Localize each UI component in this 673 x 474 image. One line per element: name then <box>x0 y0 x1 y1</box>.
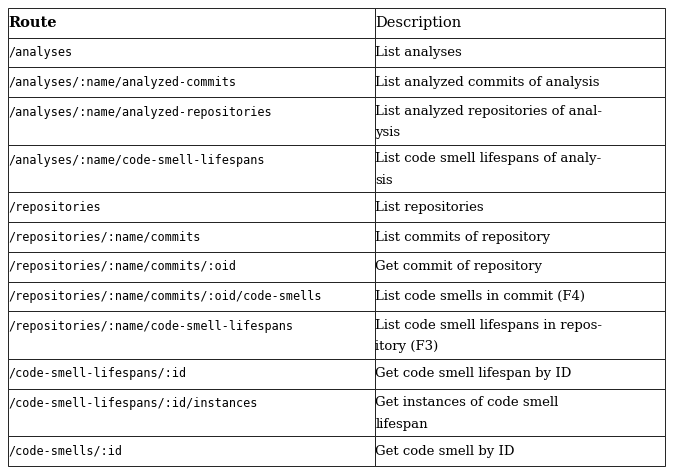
Bar <box>375 436 665 466</box>
Bar <box>375 38 665 67</box>
Bar <box>8 145 375 192</box>
Bar <box>375 97 665 145</box>
Text: List analyses: List analyses <box>376 46 462 59</box>
Text: List analyzed commits of analysis: List analyzed commits of analysis <box>376 76 600 89</box>
Bar <box>375 192 665 222</box>
Bar <box>8 359 375 389</box>
Bar <box>375 222 665 252</box>
Text: Get code smell lifespan by ID: Get code smell lifespan by ID <box>376 367 572 380</box>
Bar <box>8 97 375 145</box>
Bar <box>375 8 665 38</box>
Text: /code-smells/:id: /code-smells/:id <box>9 445 122 457</box>
Text: Get code smell by ID: Get code smell by ID <box>376 445 515 457</box>
Text: /analyses/:name/analyzed-commits: /analyses/:name/analyzed-commits <box>9 76 237 89</box>
Text: /repositories: /repositories <box>9 201 102 214</box>
Text: /repositories/:name/commits/:oid/code-smells: /repositories/:name/commits/:oid/code-sm… <box>9 290 322 303</box>
Bar <box>8 389 375 436</box>
Text: List analyzed repositories of anal-: List analyzed repositories of anal- <box>376 105 602 118</box>
Text: /repositories/:name/code-smell-lifespans: /repositories/:name/code-smell-lifespans <box>9 320 294 333</box>
Text: List commits of repository: List commits of repository <box>376 230 551 244</box>
Bar <box>375 311 665 359</box>
Text: /repositories/:name/commits/:oid: /repositories/:name/commits/:oid <box>9 260 237 273</box>
Text: Route: Route <box>9 16 57 30</box>
Text: List code smells in commit (F4): List code smells in commit (F4) <box>376 290 586 303</box>
Bar <box>8 192 375 222</box>
Bar <box>8 38 375 67</box>
Text: /analyses/:name/analyzed-repositories: /analyses/:name/analyzed-repositories <box>9 106 273 119</box>
Bar <box>375 359 665 389</box>
Text: Description: Description <box>376 16 462 30</box>
Text: /code-smell-lifespans/:id: /code-smell-lifespans/:id <box>9 367 187 380</box>
Bar <box>375 389 665 436</box>
Text: itory (F3): itory (F3) <box>376 340 439 354</box>
Text: Get commit of repository: Get commit of repository <box>376 260 542 273</box>
Text: Get instances of code smell: Get instances of code smell <box>376 396 559 410</box>
Bar <box>375 145 665 192</box>
Bar <box>8 436 375 466</box>
Text: /analyses: /analyses <box>9 46 73 59</box>
Text: List code smell lifespans of analy-: List code smell lifespans of analy- <box>376 153 602 165</box>
Bar <box>8 222 375 252</box>
Bar <box>8 8 375 38</box>
Text: sis: sis <box>376 174 393 187</box>
Text: /code-smell-lifespans/:id/instances: /code-smell-lifespans/:id/instances <box>9 397 258 410</box>
Bar <box>375 67 665 97</box>
Bar <box>375 252 665 282</box>
Text: lifespan: lifespan <box>376 418 428 431</box>
Text: /analyses/:name/code-smell-lifespans: /analyses/:name/code-smell-lifespans <box>9 154 265 166</box>
Bar <box>375 282 665 311</box>
Text: List repositories: List repositories <box>376 201 484 214</box>
Text: /repositories/:name/commits: /repositories/:name/commits <box>9 230 201 244</box>
Bar <box>8 311 375 359</box>
Text: ysis: ysis <box>376 126 400 139</box>
Bar <box>8 252 375 282</box>
Text: List code smell lifespans in repos-: List code smell lifespans in repos- <box>376 319 602 332</box>
Bar <box>8 67 375 97</box>
Bar <box>8 282 375 311</box>
